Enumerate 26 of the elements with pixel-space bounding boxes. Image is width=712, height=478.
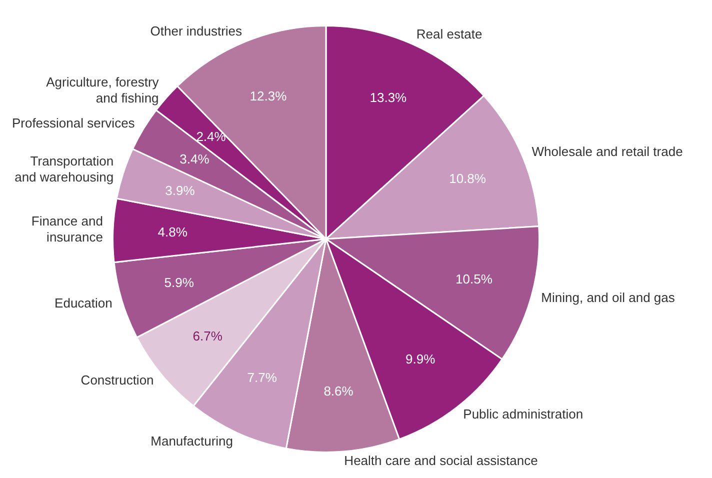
slice-label: Manufacturing (150, 434, 234, 449)
slice-label: Transportation and warehousing (14, 154, 114, 185)
slice-label: Real estate (416, 26, 482, 42)
data-label: 4.8% (158, 224, 188, 240)
data-label: 12.3% (250, 88, 288, 104)
data-label: 8.6% (324, 384, 354, 399)
slice-label: Construction (80, 372, 154, 388)
slice-label: Mining, and oil and gas (541, 290, 676, 306)
data-label: 7.7% (247, 370, 278, 386)
slice-label: Other industries (150, 24, 243, 39)
data-label: 2.4% (196, 128, 226, 144)
data-label: 9.9% (406, 352, 436, 367)
slice-label: Wholesale and retail trade (532, 144, 683, 160)
slice-label: Finance and insurance (31, 213, 103, 244)
data-label: 3.4% (180, 151, 210, 166)
data-label: 13.3% (370, 90, 408, 106)
slice-label: Professional services (12, 115, 136, 130)
data-label: 6.7% (192, 328, 223, 344)
data-label: 10.8% (449, 171, 486, 186)
slice-label: Education (54, 295, 112, 310)
slice-label: Agriculture, forestry and fishing (46, 74, 160, 106)
slice-label: Health care and social assistance (344, 453, 538, 468)
data-label: 10.5% (456, 271, 493, 286)
data-label: 5.9% (164, 275, 194, 290)
data-label: 3.9% (165, 183, 196, 198)
slice-label: Public administration (463, 406, 584, 422)
